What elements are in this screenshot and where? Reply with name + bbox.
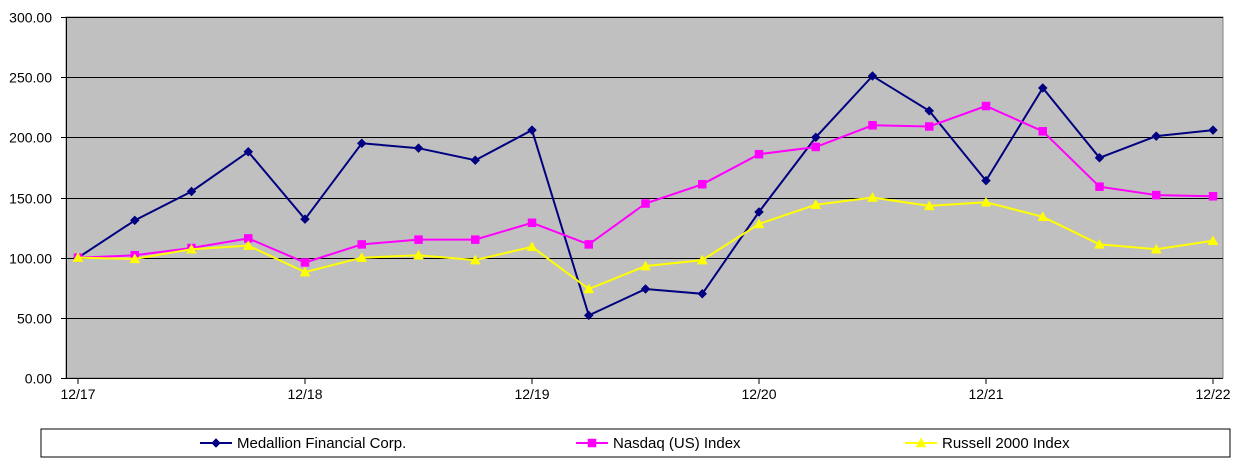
data-point bbox=[753, 218, 765, 229]
x-tick-label: 12/19 bbox=[514, 386, 549, 402]
data-point bbox=[1150, 243, 1162, 254]
series-layer bbox=[72, 71, 1219, 321]
axes: 0.00 50.00 100.00 150.00 200.00 250.00 300.00 1… bbox=[9, 10, 1231, 403]
data-point bbox=[414, 235, 423, 244]
data-point bbox=[923, 200, 935, 211]
data-point bbox=[413, 249, 424, 260]
y-tick-label: 100.00 bbox=[9, 251, 52, 267]
data-point bbox=[242, 240, 254, 250]
data-point bbox=[981, 175, 991, 186]
y-tick-label: 200.00 bbox=[9, 130, 52, 146]
legend-item: Nasdaq (US) Index bbox=[576, 435, 741, 452]
data-point bbox=[981, 101, 991, 111]
data-point bbox=[1094, 152, 1105, 163]
data-point bbox=[413, 143, 424, 154]
data-point bbox=[526, 241, 538, 252]
data-point bbox=[299, 266, 311, 277]
data-point bbox=[754, 207, 764, 217]
data-point bbox=[357, 240, 366, 249]
data-point bbox=[469, 254, 481, 265]
legend-item: Russell 2000 Index bbox=[905, 435, 1070, 452]
x-tick-label: 12/22 bbox=[1195, 386, 1230, 402]
legend-marker bbox=[211, 438, 221, 448]
data-point bbox=[584, 240, 593, 249]
data-point bbox=[1095, 182, 1104, 191]
data-point bbox=[924, 106, 935, 116]
data-point bbox=[1037, 83, 1048, 93]
data-point bbox=[810, 132, 821, 143]
legend-label: Nasdaq (US) Index bbox=[613, 435, 741, 452]
data-point bbox=[243, 146, 254, 157]
y-tick-label: 300.00 bbox=[9, 10, 52, 26]
data-point bbox=[300, 214, 310, 225]
y-tick-label: 0.00 bbox=[25, 371, 52, 387]
data-point bbox=[72, 252, 84, 262]
x-tick-label: 12/18 bbox=[287, 386, 322, 402]
data-point bbox=[1207, 235, 1219, 246]
data-point bbox=[1208, 125, 1218, 135]
data-point bbox=[1208, 192, 1218, 201]
data-point bbox=[698, 180, 707, 189]
data-point bbox=[640, 284, 651, 294]
data-point bbox=[300, 258, 310, 267]
data-point bbox=[925, 122, 934, 131]
data-point bbox=[470, 155, 481, 166]
data-point bbox=[980, 196, 992, 207]
data-point bbox=[1038, 127, 1047, 136]
legend-marker bbox=[587, 438, 597, 448]
y-tick-label: 250.00 bbox=[9, 70, 52, 86]
gridlines bbox=[66, 17, 1223, 319]
legend: Medallion Financial Corp. Nasdaq (US) Ind… bbox=[40, 428, 1231, 458]
data-point bbox=[811, 142, 820, 152]
data-point bbox=[810, 199, 822, 209]
x-tick-label: 12/17 bbox=[60, 386, 95, 402]
legend-label: Medallion Financial Corp. bbox=[237, 435, 406, 452]
data-point bbox=[868, 121, 877, 130]
data-point bbox=[867, 191, 878, 202]
series-3 bbox=[72, 191, 1219, 294]
data-point bbox=[583, 283, 595, 294]
legend-item: Medallion Financial Corp. bbox=[200, 435, 406, 452]
data-point bbox=[1037, 211, 1049, 222]
y-tick-label: 50.00 bbox=[17, 311, 52, 327]
data-point bbox=[129, 215, 140, 226]
data-point bbox=[1094, 238, 1105, 249]
data-point bbox=[867, 71, 878, 81]
y-tick-label: 150.00 bbox=[9, 191, 52, 207]
data-point bbox=[1151, 131, 1162, 141]
x-tick-label: 12/20 bbox=[741, 386, 776, 402]
data-point bbox=[1152, 190, 1161, 200]
data-point bbox=[754, 149, 764, 159]
data-point bbox=[356, 252, 368, 262]
x-tick-label: 12/21 bbox=[968, 386, 1003, 402]
data-point bbox=[697, 288, 708, 299]
data-point bbox=[186, 186, 197, 197]
data-point bbox=[583, 310, 594, 321]
data-point bbox=[356, 138, 367, 149]
data-point bbox=[696, 254, 708, 265]
data-point bbox=[641, 199, 650, 208]
plot-area bbox=[65, 16, 1224, 379]
legend-label: Russell 2000 Index bbox=[942, 435, 1070, 452]
legend-marker bbox=[915, 437, 927, 448]
legend-box bbox=[40, 428, 1231, 458]
data-point bbox=[640, 260, 651, 271]
data-point bbox=[527, 125, 537, 135]
data-point bbox=[186, 243, 197, 254]
data-point bbox=[471, 235, 480, 244]
data-point bbox=[129, 253, 141, 264]
data-point bbox=[527, 218, 537, 228]
series-2 bbox=[73, 101, 1218, 267]
